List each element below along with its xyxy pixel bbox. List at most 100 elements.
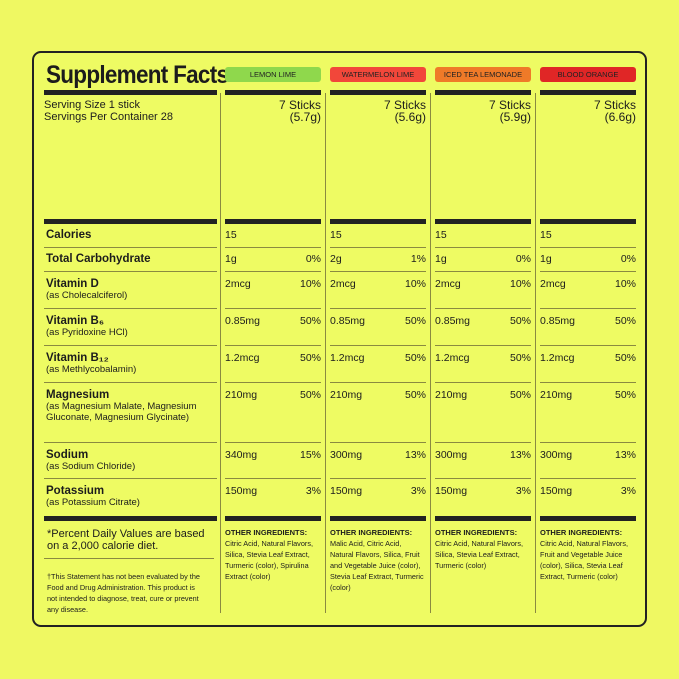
other-ingredients-list: Citric Acid, Natural Flavors, Silica, St… <box>225 539 313 581</box>
divider <box>435 308 531 309</box>
daily-value-percent: 3% <box>410 485 426 497</box>
nutrient-row: Magnesium (as Magnesium Malate, Magnesium… <box>46 389 211 423</box>
nutrient-amount: 15 <box>330 229 342 241</box>
daily-value-percent: 0% <box>620 253 636 265</box>
flavor-badge: ICED TEA LEMONADE <box>435 67 531 82</box>
daily-value-percent: 50% <box>299 389 321 401</box>
nutrient-name: Total Carbohydrate <box>46 253 151 265</box>
divider <box>330 345 426 346</box>
daily-value-percent: 10% <box>299 278 321 290</box>
other-ingredients: OTHER INGREDIENTS: Malic Acid, Citric Aci… <box>330 527 426 593</box>
divider <box>435 516 531 521</box>
divider <box>540 247 636 248</box>
other-ingredients-label: OTHER INGREDIENTS: <box>225 528 308 537</box>
daily-value-percent: 50% <box>614 389 636 401</box>
other-ingredients-label: OTHER INGREDIENTS: <box>540 528 623 537</box>
divider <box>435 478 531 479</box>
divider <box>44 345 217 346</box>
nutrient-amount: 2mcg <box>540 278 566 290</box>
other-ingredients: OTHER INGREDIENTS: Citric Acid, Natural F… <box>225 527 321 582</box>
nutrient-amount: 2mcg <box>225 278 251 290</box>
daily-value-percent: 3% <box>305 485 321 497</box>
divider <box>225 516 321 521</box>
nutrient-amount: 1.2mcg <box>330 352 365 364</box>
nutrient-amount: 2g <box>330 253 342 265</box>
nutrient-amount: 1.2mcg <box>540 352 575 364</box>
divider <box>330 308 426 309</box>
serving-weight: (5.9g) <box>499 110 531 124</box>
nutrient-amount: 15 <box>540 229 552 241</box>
nutrient-amount: 15 <box>225 229 237 241</box>
divider <box>44 382 217 383</box>
divider <box>44 219 217 224</box>
daily-value-percent: 15% <box>299 449 321 461</box>
divider <box>435 442 531 443</box>
daily-value-percent: 50% <box>299 352 321 364</box>
divider <box>44 90 217 95</box>
supplement-facts-panel: Supplement Facts Serving Size 1 stick Se… <box>32 51 647 627</box>
daily-value-percent: 50% <box>509 389 531 401</box>
daily-value-percent: 50% <box>404 389 426 401</box>
divider <box>225 219 321 224</box>
divider <box>435 90 531 95</box>
column-separator <box>535 93 536 613</box>
daily-value-percent: 50% <box>299 315 321 327</box>
daily-value-percent: 0% <box>305 253 321 265</box>
divider <box>44 271 217 272</box>
other-ingredients-list: Malic Acid, Citric Acid, Natural Flavors… <box>330 539 424 592</box>
nutrient-source: (as Methlycobalamin) <box>46 364 137 375</box>
daily-value-percent: 3% <box>515 485 531 497</box>
divider <box>540 345 636 346</box>
daily-value-percent: 50% <box>404 315 426 327</box>
divider <box>330 271 426 272</box>
serving-size: Serving Size 1 stick <box>44 99 140 111</box>
nutrient-amount: 150mg <box>435 485 468 497</box>
daily-value-percent: 50% <box>404 352 426 364</box>
other-ingredients: OTHER INGREDIENTS: Citric Acid, Natural F… <box>540 527 636 582</box>
divider <box>330 90 426 95</box>
nutrient-amount: 2mcg <box>435 278 461 290</box>
daily-value-note: *Percent Daily Values are based on a 2,0… <box>47 528 205 552</box>
divider <box>435 382 531 383</box>
divider <box>330 442 426 443</box>
divider <box>435 271 531 272</box>
column-separator <box>220 93 221 613</box>
nutrient-amount: 300mg <box>540 449 573 461</box>
nutrient-amount: 1g <box>435 253 447 265</box>
nutrient-name: Vitamin B₆ <box>46 315 105 327</box>
divider <box>330 247 426 248</box>
nutrient-amount: 1g <box>225 253 237 265</box>
page-title: Supplement Facts <box>46 61 229 89</box>
divider <box>225 90 321 95</box>
nutrient-amount: 1g <box>540 253 552 265</box>
stick-count: 7 Sticks <box>593 98 636 112</box>
daily-value-percent: 50% <box>509 352 531 364</box>
nutrient-amount: 150mg <box>540 485 573 497</box>
fda-disclaimer: †This Statement has not been evaluated b… <box>47 572 200 614</box>
nutrient-row: Potassium (as Potassium Citrate) <box>46 485 211 508</box>
serving-amount: 7 Sticks (5.6g) <box>330 99 426 123</box>
divider <box>225 442 321 443</box>
nutrient-amount: 0.85mg <box>225 315 261 327</box>
nutrient-name: Vitamin B₁₂ <box>46 352 109 364</box>
nutrient-row: Vitamin B₁₂ (as Methlycobalamin) <box>46 352 211 375</box>
divider <box>435 345 531 346</box>
stick-count: 7 Sticks <box>383 98 426 112</box>
serving-amount: 7 Sticks (6.6g) <box>540 99 636 123</box>
daily-value-percent: 50% <box>509 315 531 327</box>
divider <box>330 382 426 383</box>
nutrient-amount: 1.2mcg <box>435 352 470 364</box>
serving-amount: 7 Sticks (5.9g) <box>435 99 531 123</box>
divider <box>330 478 426 479</box>
servings-per-container: Servings Per Container 28 <box>44 111 174 123</box>
divider <box>540 90 636 95</box>
daily-value-percent: 50% <box>614 315 636 327</box>
daily-value-percent: 10% <box>404 278 426 290</box>
nutrient-source: (as Pyridoxine HCl) <box>46 327 128 338</box>
daily-value-percent: 50% <box>614 352 636 364</box>
divider <box>540 478 636 479</box>
nutrient-row: Vitamin D (as Cholecalciferol) <box>46 278 211 301</box>
daily-value-percent: 10% <box>509 278 531 290</box>
divider <box>540 382 636 383</box>
nutrient-source: (as Potassium Citrate) <box>46 497 140 508</box>
